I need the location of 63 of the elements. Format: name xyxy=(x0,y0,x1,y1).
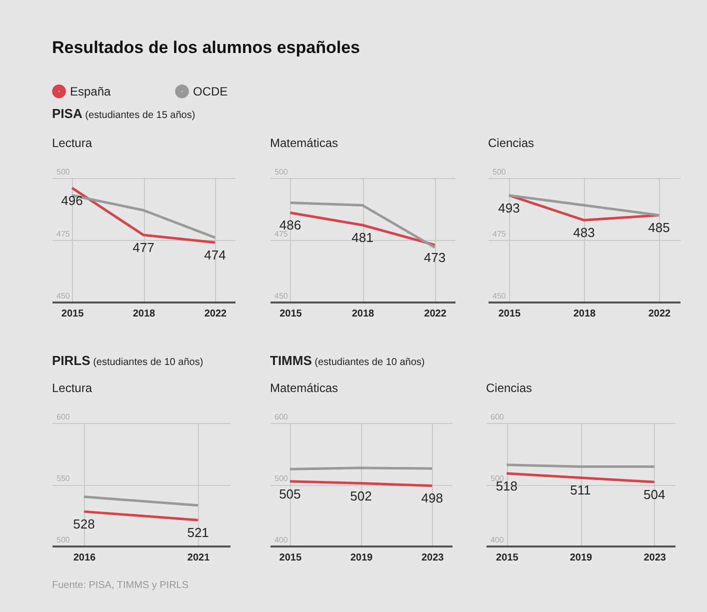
data-label: 483 xyxy=(573,225,595,240)
chart-title: Ciencias xyxy=(486,381,532,395)
data-label: 502 xyxy=(350,488,372,504)
source-note: Fuente: PISA, TIMMS y PIRLS xyxy=(52,580,189,591)
data-label: 498 xyxy=(421,490,443,506)
data-label: 528 xyxy=(73,516,95,532)
data-label: 474 xyxy=(204,247,226,262)
y-tick-label: 600 xyxy=(490,412,504,422)
y-tick-label: 500 xyxy=(274,474,288,483)
chart-title: Lectura xyxy=(52,136,92,150)
x-tick-label: 2022 xyxy=(204,308,228,320)
data-label: 493 xyxy=(498,200,520,216)
x-tick-label: 2021 xyxy=(187,552,210,564)
x-tick-label: 2022 xyxy=(424,308,447,320)
x-tick-label: 2018 xyxy=(573,308,596,320)
x-tick-label: 2022 xyxy=(648,308,672,320)
x-tick-label: 2023 xyxy=(644,552,666,564)
y-tick-label: 500 xyxy=(274,168,288,176)
chart-title: Lectura xyxy=(52,381,92,395)
chart-title: Matemáticas xyxy=(270,136,338,150)
x-tick-label: 2015 xyxy=(498,308,522,320)
data-label: 505 xyxy=(279,486,301,502)
y-tick-label: 500 xyxy=(492,168,506,176)
y-tick-label: 600 xyxy=(56,412,70,422)
y-tick-label: 500 xyxy=(56,536,70,544)
y-tick-label: 475 xyxy=(492,230,506,238)
y-tick-label: 550 xyxy=(56,474,70,483)
data-label: 477 xyxy=(132,240,154,256)
y-tick-label: 475 xyxy=(274,230,288,238)
y-tick-label: 400 xyxy=(274,536,288,544)
text: Resultados de los alumnos españoles xyxy=(52,38,360,58)
legend-label: España xyxy=(70,84,112,98)
y-tick-label: 400 xyxy=(490,536,504,544)
y-tick-label: 500 xyxy=(56,168,70,176)
chart-title: Matemáticas xyxy=(270,381,338,395)
chart-subtitle: TIMMS (estudiantes de 10 años) xyxy=(270,353,425,368)
data-label: 473 xyxy=(424,250,446,265)
x-tick-label: 2016 xyxy=(73,552,96,564)
legend-label: OCDE xyxy=(193,84,228,98)
y-tick-label: 475 xyxy=(56,230,70,238)
x-tick-label: 2019 xyxy=(350,552,374,564)
data-label: 521 xyxy=(187,525,209,540)
chart-subtitle: PIRLS (estudiantes de 10 años) xyxy=(52,353,204,368)
data-label: 485 xyxy=(648,220,670,236)
x-tick-label: 2019 xyxy=(570,552,593,564)
x-tick-label: 2018 xyxy=(132,308,156,320)
chart-title: Ciencias xyxy=(488,136,534,150)
x-tick-label: 2018 xyxy=(352,308,375,320)
data-label: 511 xyxy=(570,482,591,498)
data-label: 496 xyxy=(61,192,83,208)
x-tick-label: 2015 xyxy=(496,552,519,564)
data-label: 481 xyxy=(352,230,374,246)
x-tick-label: 2015 xyxy=(279,552,302,564)
y-tick-label: 500 xyxy=(490,474,504,483)
y-tick-label: 450 xyxy=(492,292,506,300)
y-tick-label: 600 xyxy=(274,412,288,422)
x-tick-label: 2015 xyxy=(61,308,84,320)
data-label: 504 xyxy=(643,487,666,502)
x-tick-label: 2023 xyxy=(421,552,444,564)
x-tick-label: 2015 xyxy=(280,308,302,320)
y-tick-label: 450 xyxy=(56,292,70,300)
y-tick-label: 450 xyxy=(274,292,288,300)
chart-subtitle: PISA (estudiantes de 15 años) xyxy=(52,106,196,121)
